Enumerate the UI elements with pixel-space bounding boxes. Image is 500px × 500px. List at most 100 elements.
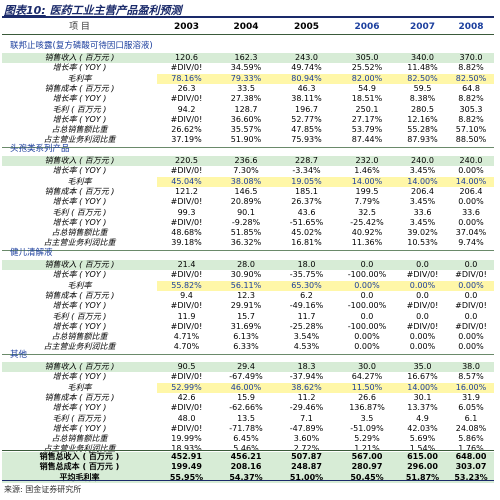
cell-value: -67.49% — [229, 372, 263, 382]
cell-value: 206.4 — [411, 186, 434, 196]
cell-value: 99.3 — [177, 207, 196, 217]
total-value: 50.45% — [350, 472, 384, 482]
cell-value: 65.30% — [276, 280, 337, 291]
cell-value: 82.50% — [397, 73, 448, 84]
row-label: 增长率 ( YOY ) — [52, 372, 107, 382]
cell-value: 0.0 — [464, 260, 478, 269]
cell-value: 26.62% — [171, 125, 202, 135]
total-value: 507.87 — [291, 452, 322, 461]
cell-value: 26.37% — [291, 197, 322, 207]
row-label: 占总销售额比重 — [51, 228, 108, 238]
cell-value: 5.69% — [409, 434, 436, 444]
cell-value: 305.0 — [355, 53, 379, 62]
cell-value: 7.30% — [233, 166, 259, 176]
cell-value: 27.17% — [351, 114, 383, 124]
cell-value: -100.00% — [347, 301, 387, 311]
cell-value: 16.00% — [448, 382, 494, 393]
cell-value: 87.44% — [351, 135, 383, 145]
row-label: 占主营业务利润比重 — [43, 135, 116, 145]
cell-value: 18.0 — [297, 260, 316, 269]
row-label: 销售成本 ( 百万元 ) — [44, 392, 115, 402]
cell-value: 30.1 — [413, 392, 432, 402]
table-row: 增长率 ( YOY ) #DIV/0! 31.69% -25.28% -100.00% #… — [2, 322, 494, 332]
row-label: 销售收入 ( 百万元 ) — [44, 362, 115, 371]
cell-value: 0.00% — [409, 342, 436, 352]
cell-value: 236.6 — [234, 156, 258, 165]
header-year: 2006 — [354, 22, 380, 32]
total-value: 51.87% — [405, 472, 440, 482]
row-label: 毛利 ( 百万元 ) — [52, 207, 107, 217]
cell-value: 87.93% — [407, 135, 438, 145]
cell-value: 45.04% — [157, 176, 216, 187]
cell-value: 0.00% — [458, 197, 484, 207]
cell-value: 39.18% — [171, 238, 202, 248]
total-value: 280.97 — [351, 462, 383, 472]
row-label: 销售收入 ( 百万元 ) — [44, 53, 115, 62]
cell-value: 53.79% — [351, 125, 383, 135]
cell-value: 6.33% — [233, 342, 259, 352]
cell-value: 12.16% — [407, 114, 438, 124]
cell-value: 18.93% — [171, 444, 202, 454]
table-row: 增长率 ( YOY ) #DIV/0! 20.89% 26.37% 7.79% 3.45%… — [2, 197, 494, 207]
cell-value: 14.00% — [397, 382, 448, 393]
cell-value: 82.00% — [337, 73, 397, 84]
cell-value: 3.45% — [409, 166, 436, 176]
cell-value: 11.9 — [177, 311, 196, 321]
cell-value: 0.00% — [458, 342, 484, 352]
cell-value: -51.65% — [289, 217, 324, 227]
total-label: 销售总收入 ( 百万元 ) — [39, 452, 120, 461]
row-label: 销售成本 ( 百万元 ) — [44, 186, 115, 196]
cell-value: 25.52% — [351, 63, 383, 73]
cell-value: 15.9 — [237, 392, 255, 402]
table-row: 销售成本 ( 百万元 ) 9.4 12.3 6.2 0.0 0.0 0.0 — [2, 291, 494, 301]
cell-value: 37.19% — [171, 135, 202, 145]
section-title: 其他 — [10, 350, 28, 360]
table-row: 销售收入 ( 百万元 ) 21.4 28.0 18.0 0.0 0.0 0.0 — [2, 260, 494, 271]
cell-value: #DIV/0! — [406, 270, 439, 280]
header-year: 2007 — [409, 22, 436, 32]
cell-value: 220.5 — [175, 156, 198, 165]
table-row: 销售成本 ( 百万元 ) 121.2 146.5 185.1 199.5 206.4 206… — [2, 187, 494, 197]
table-row: 占总销售额比重 26.62% 35.57% 47.85% 53.79% 55.28% 57.… — [2, 125, 494, 135]
cell-value: 0.0 — [360, 290, 374, 300]
total-value: 208.16 — [230, 462, 262, 472]
table-row: 增长率 ( YOY ) #DIV/0! 27.38% 38.11% 18.51% 8.38… — [2, 94, 494, 104]
cell-value: 370.0 — [459, 53, 483, 62]
cell-value: 49.74% — [291, 63, 322, 73]
row-label: 增长率 ( YOY ) — [52, 197, 107, 207]
cell-value: 56.11% — [216, 280, 276, 291]
cell-value: 31.9 — [462, 392, 480, 402]
cell-value: 9.4 — [180, 290, 193, 300]
row-label: 增长率 ( YOY ) — [52, 403, 107, 413]
row-label: 毛利 ( 百万元 ) — [52, 104, 107, 114]
cell-value: 33.6 — [462, 207, 480, 217]
cell-value: 26.3 — [177, 83, 196, 93]
section-divider — [2, 249, 494, 251]
row-label: 增长率 ( YOY ) — [52, 217, 107, 227]
cell-value: 31.69% — [230, 321, 262, 331]
total-value: 452.91 — [171, 452, 202, 461]
cell-value: 20.89% — [230, 197, 262, 207]
cell-value: 146.5 — [234, 186, 258, 196]
row-label: 增长率 ( YOY ) — [52, 94, 107, 104]
cell-value: 8.82% — [458, 114, 484, 124]
total-value: 53.23% — [454, 472, 488, 482]
cell-value: 46.3 — [297, 83, 316, 93]
cell-value: 7.79% — [354, 197, 380, 207]
cell-value: 0.00% — [458, 332, 484, 342]
cell-value: 8.82% — [458, 63, 484, 73]
figure-caption: 医药工业主营产品盈利预测 — [49, 4, 182, 17]
total-row: 销售总收入 ( 百万元 ) 452.91 456.21 507.87 567.00 615… — [2, 452, 494, 463]
cell-value: 16.67% — [407, 372, 438, 382]
row-label: 占主营业务利润比重 — [43, 238, 116, 248]
table-header: 项 目 2003 2004 2005 2006 2007 2008 — [2, 20, 494, 34]
table-row: 增长率 ( YOY ) #DIV/0! 30.90% -35.75% -100.00% #… — [2, 270, 494, 280]
cell-value: 243.0 — [295, 53, 318, 62]
table-row: 毛利率 52.99% 46.00% 38.62% 11.50% 14.00% 16.00% — [2, 382, 494, 393]
cell-value: -37.94% — [289, 372, 324, 382]
cell-value: 13.5 — [237, 413, 255, 423]
cell-value: 18.3 — [297, 362, 316, 371]
cell-value: -3.34% — [292, 166, 321, 176]
cell-value: -49.16% — [289, 301, 324, 311]
row-label: 毛利率 — [67, 73, 92, 83]
